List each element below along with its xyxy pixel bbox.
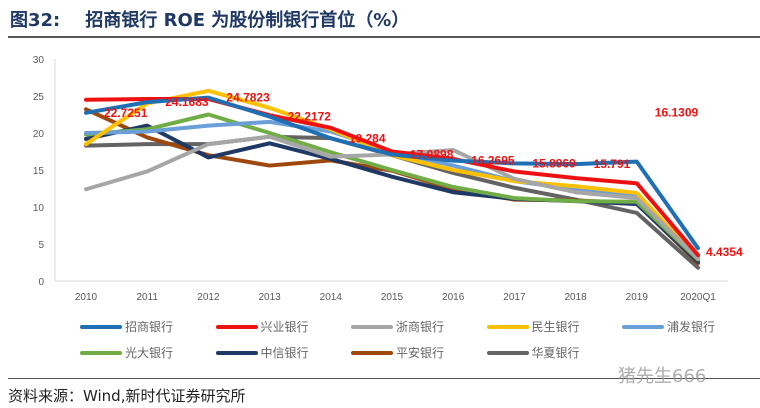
legend-item: 招商银行: [80, 318, 173, 335]
x-tick-label: 2010: [75, 292, 98, 303]
legend-item: 兴业银行: [215, 318, 309, 335]
y-tick-label: 15: [33, 166, 45, 177]
legend-label: 光大银行: [125, 346, 174, 360]
y-tick-label: 25: [33, 92, 45, 103]
x-tick-label: 2013: [258, 292, 281, 303]
x-tick-label: 2012: [197, 292, 220, 303]
legend-label: 中信银行: [260, 346, 309, 360]
legend-label: 华夏银行: [531, 346, 580, 360]
y-tick-label: 5: [38, 240, 44, 251]
data-label: 15.8969: [532, 156, 576, 170]
x-tick-label: 2020Q1: [680, 292, 716, 303]
legend-swatch: [486, 350, 529, 355]
data-label: 16.1309: [655, 106, 699, 120]
legend-label: 平安银行: [396, 346, 445, 360]
series-line-平安银行: [84, 107, 700, 266]
x-tick-label: 2015: [381, 292, 404, 303]
legend-swatch: [80, 324, 122, 329]
legend-swatch: [351, 350, 393, 355]
legend-swatch: [215, 350, 258, 355]
figure-title: 图32: 招商银行 ROE 为股份制银行首位（%）: [10, 10, 410, 31]
legend-swatch: [486, 324, 529, 329]
x-tick-label: 2017: [503, 292, 526, 303]
legend-item: 民生银行: [486, 318, 580, 335]
source-rule: [8, 378, 760, 379]
legend-item: 平安银行: [351, 344, 444, 361]
data-label: 24.7823: [226, 91, 270, 105]
legend-label: 兴业银行: [260, 320, 309, 334]
series-line-光大银行: [84, 112, 700, 262]
x-tick-label: 2018: [564, 292, 587, 303]
x-tick-label: 2011: [136, 292, 158, 303]
data-label: 19.284: [349, 131, 386, 145]
legend-label: 浙商银行: [396, 320, 445, 334]
legend-swatch: [622, 324, 664, 329]
y-tick-label: 30: [33, 55, 45, 66]
series-line-招商银行: [84, 95, 700, 251]
source-note: 资料来源：Wind,新时代证券研究所: [8, 387, 246, 405]
legend-item: 浦发银行: [622, 318, 715, 335]
data-label: 22.7251: [104, 106, 148, 120]
legend-item: 华夏银行: [486, 344, 580, 361]
legend-label: 民生银行: [531, 320, 580, 334]
legend-item: 中信银行: [215, 344, 309, 361]
watermark: 猪先生666: [618, 366, 707, 387]
legend-swatch: [215, 324, 258, 329]
x-tick-label: 2016: [442, 292, 465, 303]
title-rule: [8, 36, 760, 38]
legend-swatch: [80, 350, 122, 355]
legend-label: 浦发银行: [667, 320, 716, 334]
line-chart: 0 5 10 15 20 25 30 2010 2011 2012 2013 2014 2015 2016…: [33, 55, 743, 303]
y-tick-label: 10: [33, 203, 45, 214]
legend-item: 浙商银行: [351, 318, 444, 335]
data-label: 16.2695: [471, 154, 515, 168]
data-label: 17.0898: [410, 148, 454, 162]
y-tick-label: 20: [33, 129, 45, 140]
x-tick-label: 2014: [320, 292, 343, 303]
y-tick-label: 0: [38, 277, 44, 288]
data-label: 15.791: [594, 157, 631, 171]
data-label: 22.2172: [288, 110, 332, 124]
data-label: 24.1683: [165, 95, 209, 109]
data-label: 4.4354: [706, 245, 743, 259]
x-tick-label: 2019: [626, 292, 649, 303]
legend-label: 招商银行: [125, 320, 174, 334]
legend-item: 光大银行: [80, 344, 173, 361]
legend-swatch: [351, 324, 393, 329]
